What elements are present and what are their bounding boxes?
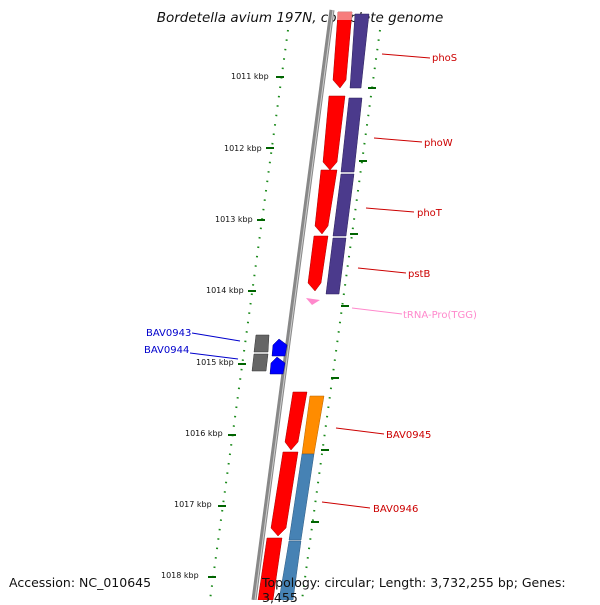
label-BAV0943[interactable]: BAV0943 (146, 328, 191, 339)
tick-1017: 1017 kbp (174, 500, 226, 509)
tick-1014: 1014 kbp (206, 286, 256, 295)
label-phoS[interactable]: phoS (432, 53, 457, 64)
gene-phoW-red[interactable] (322, 95, 346, 171)
gene-next-steel[interactable] (278, 540, 302, 600)
gene-phoW-purple[interactable] (340, 97, 363, 173)
label-phoW[interactable]: phoW (424, 138, 453, 149)
gene-BAV0943-blue[interactable] (271, 338, 288, 357)
gray-block-upper[interactable] (253, 334, 270, 353)
forward-genes (257, 11, 353, 600)
gene-phoT-red[interactable] (314, 169, 338, 235)
label-BAV0945[interactable]: BAV0945 (386, 430, 431, 441)
callout-lines (189, 53, 431, 509)
genome-backbone (251, 9, 335, 600)
gene-phoS-red[interactable] (332, 11, 353, 89)
label-phoT[interactable]: phoT (417, 208, 443, 219)
label-BAV0946[interactable]: BAV0946 (373, 504, 418, 515)
tick-label: 1014 kbp (206, 286, 244, 295)
outer-ticks (311, 87, 376, 523)
tick-label: 1012 kbp (224, 144, 262, 153)
tick-label: 1011 kbp (231, 72, 269, 81)
tick-1018: 1018 kbp (161, 571, 216, 580)
tick-1013: 1013 kbp (215, 215, 265, 224)
tick-label: 1015 kbp (196, 358, 234, 367)
gene-phoT-purple[interactable] (332, 173, 355, 237)
kbp-ticks: 1011 kbp 1012 kbp 1013 kbp 1014 kbp 1015… (161, 72, 284, 580)
tick-label: 1017 kbp (174, 500, 212, 509)
tick-1015: 1015 kbp (196, 358, 246, 367)
accession-text: Accession: NC_010645 (9, 575, 152, 590)
gray-block-lower[interactable] (251, 353, 269, 372)
gene-phoS-pink (337, 12, 352, 20)
page-title: Bordetella avium 197N, complete genome (156, 10, 444, 26)
gene-next-red[interactable] (257, 537, 283, 600)
gene-BAV0946-red[interactable] (270, 451, 299, 537)
gene-BAV0945-red[interactable] (284, 391, 308, 451)
gene-BAV0946-steel[interactable] (288, 453, 315, 541)
tick-label: 1016 kbp (185, 429, 223, 438)
gene-labels: phoS phoW phoT pstB tRNA-Pro(TGG) BAV094… (144, 53, 477, 515)
tick-1016: 1016 kbp (185, 429, 236, 438)
gene-pstB-purple[interactable] (325, 237, 347, 295)
gene-BAV0945-orange[interactable] (301, 395, 325, 455)
tick-label: 1018 kbp (161, 571, 199, 580)
label-pstB[interactable]: pstB (408, 269, 430, 280)
bav0943-bav0944-genes (251, 334, 288, 375)
guide-tracks (209, 29, 381, 600)
label-trna[interactable]: tRNA-Pro(TGG) (403, 310, 477, 321)
gene-BAV0944-blue[interactable] (269, 356, 286, 375)
tick-1012: 1012 kbp (224, 144, 274, 153)
genome-summary-text: Topology: circular; Length: 3,732,255 bp… (262, 575, 566, 605)
trna-marker[interactable] (306, 298, 320, 305)
tick-label: 1013 kbp (215, 215, 253, 224)
gene-pstB-red[interactable] (307, 235, 329, 292)
gene-phoS-purple[interactable] (349, 13, 370, 89)
tick-1011: 1011 kbp (231, 72, 284, 81)
partner-genes (278, 12, 370, 600)
label-BAV0944[interactable]: BAV0944 (144, 345, 189, 356)
